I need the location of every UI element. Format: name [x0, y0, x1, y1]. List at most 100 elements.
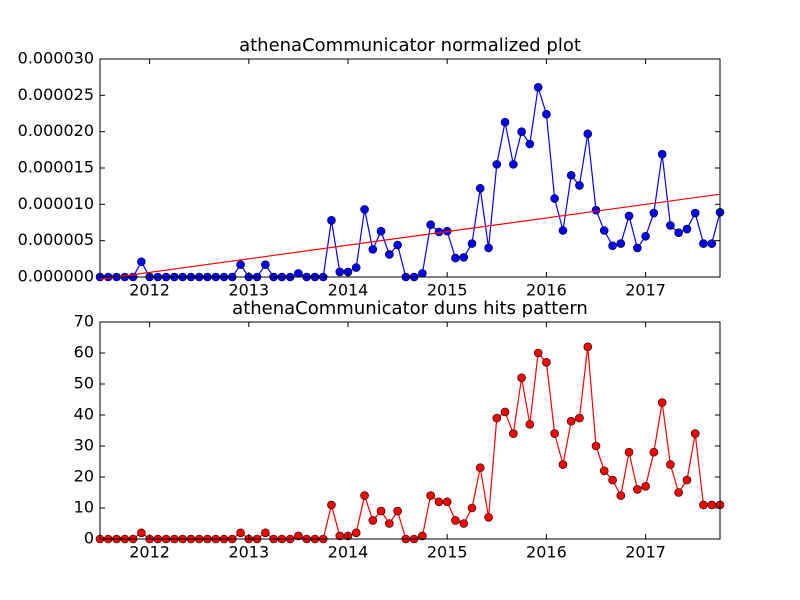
data-point	[376, 506, 386, 516]
data-point	[699, 239, 708, 248]
data-point	[657, 398, 667, 407]
data-point	[500, 407, 510, 417]
data-point	[385, 519, 394, 528]
y-tick-label: 0.000010	[18, 194, 94, 213]
data-point	[467, 503, 477, 513]
data-point	[393, 506, 402, 516]
data-point	[137, 528, 146, 538]
plot-area	[100, 59, 720, 277]
data-point	[674, 488, 683, 497]
data-point	[484, 512, 493, 522]
data-point	[707, 500, 717, 510]
data-point	[484, 243, 493, 253]
y-tick-label: 0.000000	[18, 267, 94, 286]
data-point	[426, 491, 435, 500]
data-point	[327, 216, 336, 225]
y-tick-label: 0.000015	[18, 158, 94, 177]
data-point	[599, 226, 609, 235]
data-point	[542, 109, 551, 119]
data-point	[616, 491, 626, 500]
data-point	[682, 224, 692, 234]
data-point	[442, 497, 452, 507]
data-point	[137, 257, 146, 267]
data-point	[666, 460, 675, 469]
data-point	[525, 139, 535, 149]
data-point	[533, 348, 543, 358]
data-point	[459, 253, 469, 262]
data-point	[616, 239, 626, 248]
data-point	[608, 241, 617, 251]
y-tick-label: 20	[74, 467, 94, 486]
data-point	[550, 194, 559, 203]
data-point	[657, 149, 667, 159]
data-point	[649, 208, 659, 218]
data-point	[624, 211, 634, 221]
data-point	[649, 447, 659, 457]
data-point	[351, 263, 361, 272]
data-point	[707, 239, 717, 248]
data-point	[583, 342, 593, 352]
data-point	[327, 500, 336, 510]
data-point	[294, 531, 303, 541]
data-point	[591, 205, 601, 215]
x-tick-label: 2015	[427, 543, 468, 562]
data-point	[451, 516, 460, 525]
data-point	[517, 127, 526, 136]
data-point	[699, 500, 708, 510]
data-point	[418, 269, 427, 278]
plot-area	[100, 322, 720, 539]
series-line	[99, 193, 721, 280]
data-point	[376, 226, 386, 236]
data-point	[426, 220, 435, 229]
data-point	[492, 160, 502, 169]
y-tick-label: 0.000005	[18, 230, 94, 249]
x-tick-label: 2015	[427, 281, 468, 300]
data-point	[509, 429, 518, 438]
y-tick-label: 30	[74, 436, 94, 455]
chart-title: athenaCommunicator normalized plot	[239, 35, 581, 56]
data-point	[475, 463, 485, 473]
data-point	[335, 267, 345, 277]
data-point	[385, 250, 394, 259]
data-point	[351, 528, 361, 538]
data-point	[360, 491, 369, 500]
data-point	[525, 419, 535, 429]
data-point	[641, 232, 650, 241]
data-point	[575, 413, 584, 423]
y-tick-label: 0	[84, 529, 94, 548]
x-tick-label: 2014	[328, 281, 369, 300]
data-point	[492, 413, 502, 423]
data-point	[261, 528, 270, 538]
data-point	[459, 519, 469, 528]
data-point	[294, 269, 303, 278]
data-point	[261, 260, 270, 269]
data-point	[542, 357, 551, 367]
data-point	[418, 531, 427, 541]
x-tick-label: 2013	[228, 543, 269, 562]
y-tick-label: 0.000020	[18, 121, 94, 140]
data-point	[533, 83, 543, 92]
x-tick-label: 2014	[328, 543, 369, 562]
data-point	[690, 208, 700, 218]
data-point	[633, 243, 642, 253]
y-tick-label: 10	[74, 498, 94, 517]
data-point	[434, 497, 444, 507]
plot-frame	[99, 321, 721, 540]
data-point	[517, 373, 526, 383]
data-point	[558, 226, 568, 235]
y-tick-label: 40	[74, 405, 94, 424]
data-point	[467, 239, 477, 248]
x-tick-label: 2012	[129, 543, 170, 562]
data-point	[633, 485, 642, 494]
data-point	[566, 416, 576, 426]
data-point	[641, 481, 650, 491]
data-point	[591, 441, 601, 451]
data-point	[566, 170, 576, 180]
data-point	[558, 460, 568, 469]
data-point	[583, 129, 593, 139]
chart-title: athenaCommunicator duns hits pattern	[232, 298, 588, 319]
data-point	[550, 429, 559, 438]
data-point	[236, 260, 245, 269]
data-point	[236, 528, 245, 538]
